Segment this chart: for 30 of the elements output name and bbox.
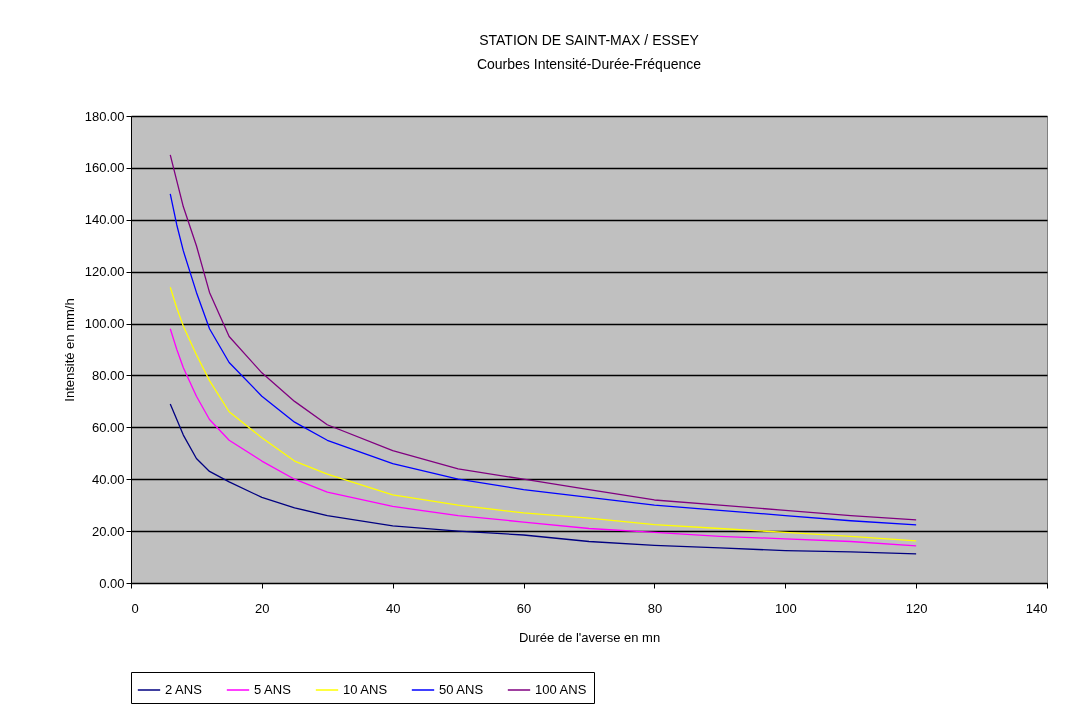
- x-tick-label: 80: [647, 600, 663, 616]
- line-series: [169, 403, 917, 555]
- x-tick-label: 60: [516, 600, 532, 616]
- x-tick-label: 40: [385, 600, 401, 616]
- y-tick-label: 80.00: [91, 367, 125, 383]
- line-series: [169, 328, 917, 547]
- x-tick-label: 0: [131, 600, 139, 616]
- y-tick-label: 20.00: [91, 523, 125, 539]
- y-tick-label: 180.00: [84, 108, 125, 124]
- y-tick-label: 0.00: [99, 575, 125, 591]
- y-tick-label: 160.00: [84, 160, 125, 176]
- y-axis-title: Intensité en mm/h: [61, 298, 77, 402]
- legend-label: 5 ANS: [254, 682, 292, 697]
- legend-label: 10 ANS: [343, 682, 388, 697]
- legend-label: 100 ANS: [535, 682, 587, 697]
- x-axis-title: Durée de l'averse en mn: [518, 629, 661, 645]
- x-tick-label: 20: [255, 600, 270, 616]
- chart-subtitle: Courbes Intensité-Durée-Fréquence: [476, 56, 702, 72]
- x-tick-label: 100: [774, 600, 797, 616]
- x-tick-label: 120: [905, 600, 928, 616]
- y-tick-label: 60.00: [91, 419, 125, 435]
- line-series: [169, 286, 917, 542]
- y-tick-label: 140.00: [84, 212, 125, 228]
- chart-title: STATION DE SAINT-MAX / ESSEY: [479, 32, 700, 48]
- legend-label: 50 ANS: [439, 682, 484, 697]
- y-tick-label: 100.00: [84, 316, 125, 332]
- y-tick-label: 40.00: [91, 471, 125, 487]
- y-tick-label: 120.00: [84, 264, 125, 280]
- x-tick-label: 140: [1025, 600, 1048, 616]
- legend-label: 2 ANS: [165, 682, 203, 697]
